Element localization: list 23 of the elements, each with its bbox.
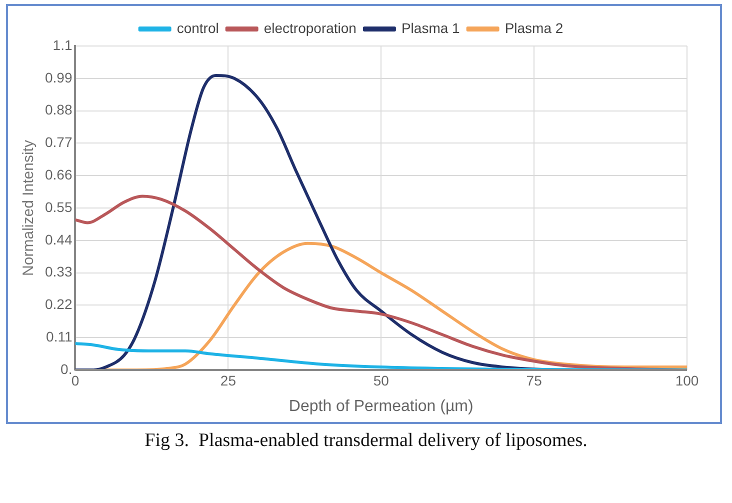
y-tick-label: 0.77 <box>45 134 72 150</box>
y-tick-label: 0.44 <box>45 231 72 248</box>
legend-label: Plasma 1 <box>401 20 460 36</box>
y-tick-label: 0.22 <box>45 296 72 312</box>
caption: Fig 3. Plasma-enabled transdermal delivery of liposomes. <box>144 430 588 452</box>
x-axis-title: Depth of Permeation (µm) <box>288 398 474 415</box>
y-tick-label: 0.11 <box>46 328 72 344</box>
x-tick-label: 100 <box>675 372 699 388</box>
x-tick-label: 50 <box>373 372 390 388</box>
y-tick-label: 1.1 <box>52 36 72 53</box>
y-tick-label: 0.88 <box>45 102 72 118</box>
x-tick-label: 75 <box>526 372 542 388</box>
y-tick-label: 0.66 <box>45 166 72 182</box>
y-tick-label: 0.33 <box>45 264 72 280</box>
legend-label: electroporation <box>264 20 356 36</box>
y-tick-label: 0.55 <box>45 198 72 215</box>
y-tick-label: 0. <box>60 360 72 377</box>
x-tick-label: 0 <box>71 372 80 388</box>
y-tick-label: 0.99 <box>45 69 72 86</box>
x-tick-label: 25 <box>220 372 236 388</box>
legend-label: control <box>176 20 219 36</box>
legend-label: Plasma 2 <box>504 20 564 36</box>
y-axis-title: Normalized Intensity <box>20 140 38 276</box>
